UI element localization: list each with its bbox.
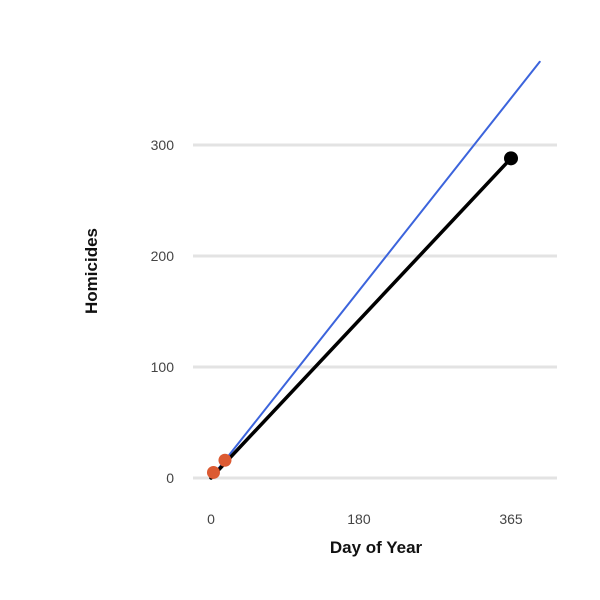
x-axis-ticks: 0 180 365 <box>207 511 523 527</box>
series-2-point-1 <box>218 453 232 467</box>
x-axis-title: Day of Year <box>330 538 423 557</box>
y-tick-label-100: 100 <box>151 359 175 375</box>
series-1-line <box>209 156 513 480</box>
x-tick-label-0: 0 <box>207 511 215 527</box>
x-tick-label-180: 180 <box>347 511 371 527</box>
grid-layer <box>193 143 557 480</box>
series-layer <box>206 60 541 480</box>
series-0-line <box>210 60 541 479</box>
series-2-point-0 <box>206 465 220 479</box>
y-tick-label-0: 0 <box>166 470 174 486</box>
x-tick-label-365: 365 <box>499 511 523 527</box>
y-tick-label-200: 200 <box>151 248 175 264</box>
y-axis-ticks: 0 100 200 300 <box>151 137 175 486</box>
y-tick-label-300: 300 <box>151 137 175 153</box>
series-1-end-marker <box>504 151 518 166</box>
y-axis-title: Homicides <box>82 228 101 314</box>
